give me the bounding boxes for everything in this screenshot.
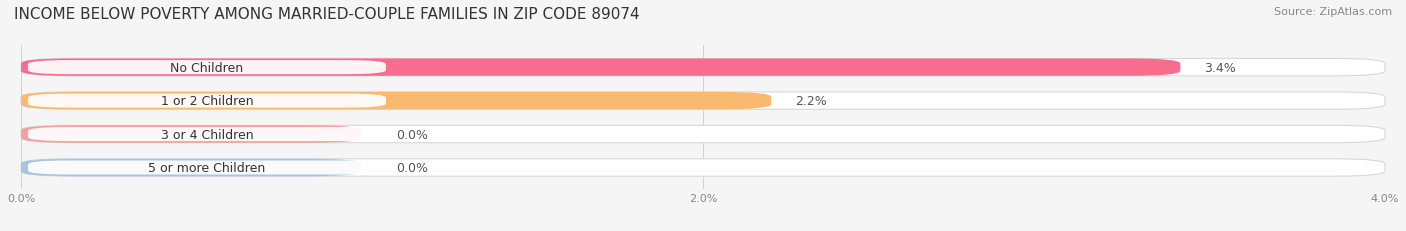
Text: 0.0%: 0.0% [396,161,429,174]
Text: 0.0%: 0.0% [396,128,429,141]
Text: No Children: No Children [170,61,243,74]
Text: 3 or 4 Children: 3 or 4 Children [160,128,253,141]
Text: 5 or more Children: 5 or more Children [148,161,266,174]
FancyBboxPatch shape [21,159,361,176]
FancyBboxPatch shape [28,94,385,108]
FancyBboxPatch shape [21,126,1385,143]
FancyBboxPatch shape [28,61,385,75]
Text: INCOME BELOW POVERTY AMONG MARRIED-COUPLE FAMILIES IN ZIP CODE 89074: INCOME BELOW POVERTY AMONG MARRIED-COUPL… [14,7,640,22]
FancyBboxPatch shape [21,126,361,143]
FancyBboxPatch shape [21,92,772,110]
FancyBboxPatch shape [28,161,385,175]
FancyBboxPatch shape [21,59,1181,76]
FancyBboxPatch shape [21,92,1385,110]
Text: 1 or 2 Children: 1 or 2 Children [160,95,253,108]
FancyBboxPatch shape [28,128,385,141]
FancyBboxPatch shape [21,59,1385,76]
FancyBboxPatch shape [21,159,1385,176]
Text: 2.2%: 2.2% [794,95,827,108]
Text: Source: ZipAtlas.com: Source: ZipAtlas.com [1274,7,1392,17]
Text: 3.4%: 3.4% [1204,61,1236,74]
